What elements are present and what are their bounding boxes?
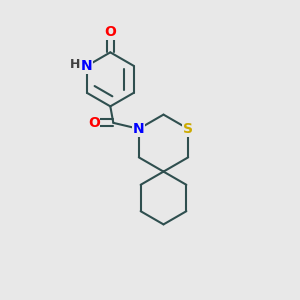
Text: N: N [133,122,145,136]
Text: O: O [88,116,100,130]
Text: H: H [70,58,81,71]
Text: N: N [81,59,93,73]
Text: S: S [183,122,193,136]
Text: O: O [104,25,116,39]
